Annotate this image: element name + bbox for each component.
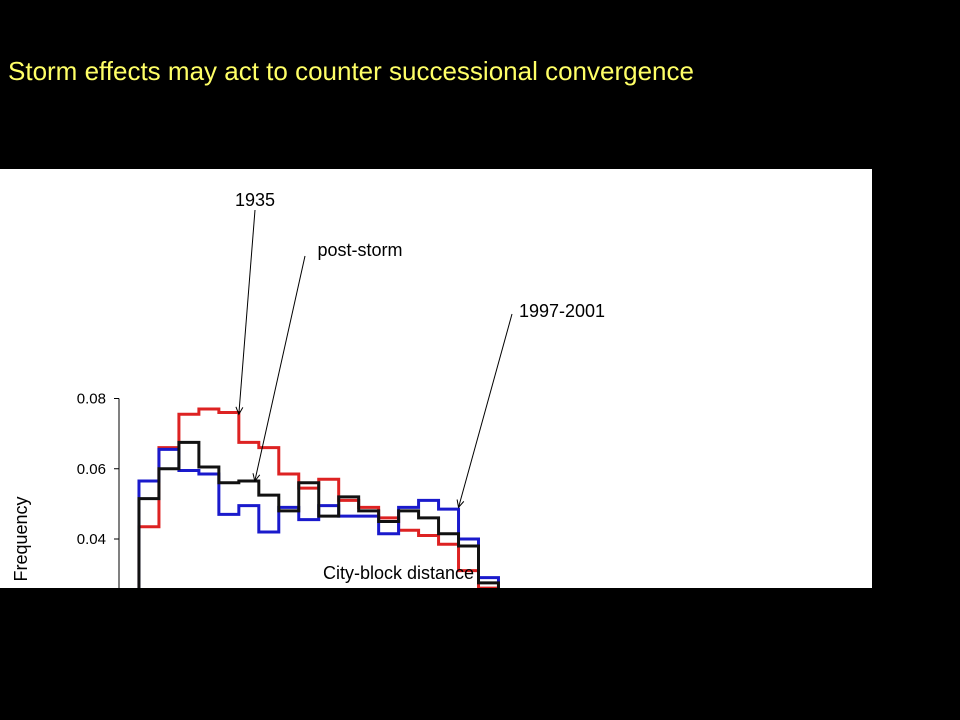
annotation-label-1997-2001: 1997-2001	[519, 301, 605, 321]
y-tick-label: 0.08	[77, 391, 106, 408]
chart-panel: 0.000.020.040.060.0802468 1935post-storm…	[0, 169, 872, 588]
annotation-pointer-post-storm	[254, 255, 306, 482]
ticks: 0.000.020.040.060.0802468	[77, 391, 119, 548]
series-lines	[137, 407, 500, 588]
series-line-post-storm	[137, 440, 500, 588]
series-line-1935	[137, 407, 500, 588]
series-line-1997-2001	[137, 447, 500, 588]
slide-title: Storm effects may act to counter success…	[8, 56, 694, 86]
annotations: 1935 post-storm 1997-2001	[235, 190, 605, 509]
annotation-arrowhead-1997-2001	[456, 499, 465, 509]
x-axis-title: City-block distance	[323, 563, 474, 583]
histogram-chart: 0.000.020.040.060.0802468 1935post-storm…	[11, 190, 605, 588]
annotation-label-post-storm: post-storm	[317, 240, 402, 260]
y-axis-title: Frequency	[11, 496, 31, 581]
annotation-arrowhead-post-storm	[252, 473, 261, 483]
y-tick-label: 0.04	[77, 531, 106, 548]
annotation-pointer-1997-2001	[458, 313, 513, 508]
annotation-arrowhead-1935	[235, 406, 244, 416]
y-tick-label: 0.06	[77, 461, 106, 478]
annotation-pointer-1935	[238, 209, 256, 415]
annotation-label-1935: 1935	[235, 190, 275, 210]
